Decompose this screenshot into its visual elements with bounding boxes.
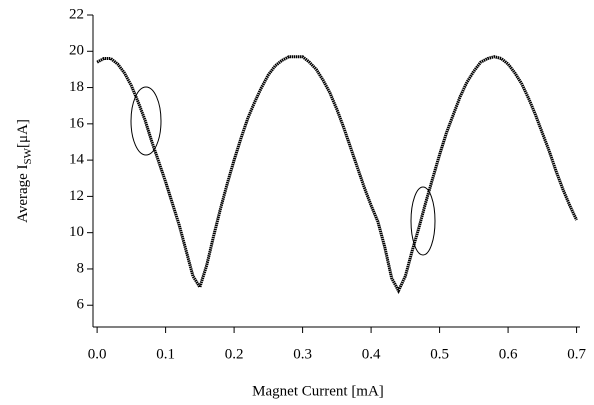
x-tick-label: 0.7 xyxy=(567,346,586,362)
y-tick-label: 10 xyxy=(69,224,84,240)
y-tick-label: 22 xyxy=(69,6,84,22)
y-tick-label: 14 xyxy=(69,152,85,168)
y-axis-label: Average ISW[μA] xyxy=(15,119,33,223)
annotation-ellipse xyxy=(130,86,162,156)
x-tick-label: 0.0 xyxy=(88,346,107,362)
y-axis-label-main: Average I xyxy=(15,164,31,222)
y-axis-label-unit: [μA] xyxy=(15,119,31,148)
x-tick-label: 0.6 xyxy=(499,346,518,362)
y-tick-label: 6 xyxy=(77,297,85,313)
x-tick-label: 0.1 xyxy=(156,346,175,362)
x-tick-label: 0.5 xyxy=(430,346,449,362)
x-tick-label: 0.4 xyxy=(362,346,381,362)
y-tick-label: 20 xyxy=(69,43,84,59)
x-tick-label: 0.3 xyxy=(293,346,312,362)
y-tick-label: 18 xyxy=(69,79,84,95)
x-tick-label: 0.2 xyxy=(225,346,244,362)
annotation-ellipse xyxy=(410,186,436,256)
y-axis-label-sub: SW xyxy=(22,147,34,164)
y-tick-label: 12 xyxy=(69,188,84,204)
y-tick-label: 8 xyxy=(77,260,85,276)
y-tick-label: 16 xyxy=(69,115,85,131)
x-axis-label: Magnet Current [mA] xyxy=(252,383,384,399)
data-line xyxy=(96,55,578,295)
